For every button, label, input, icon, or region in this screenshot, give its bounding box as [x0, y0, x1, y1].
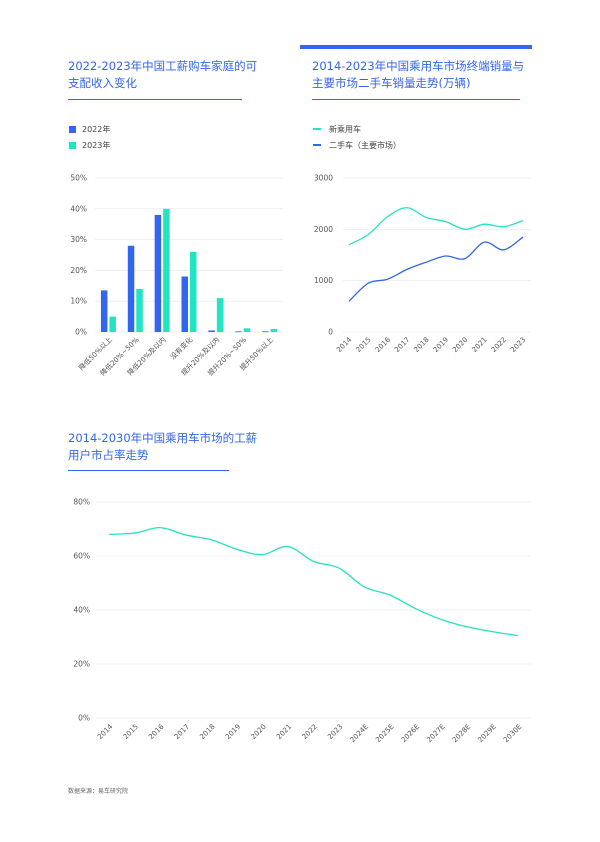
chart2-legend: 新乘用车 二手车（主要市场）: [313, 121, 401, 153]
chart2-y-tick-label: 1000: [314, 276, 333, 285]
legend-label: 新乘用车: [329, 124, 361, 134]
chart3-title-rule: [68, 470, 229, 471]
chart3-y-tick-label: 60%: [73, 552, 90, 561]
chart3-x-tick-label: 2014: [96, 722, 115, 741]
chart3-title: 2014-2030年中国乘用车市场的工薪用户市占率走势: [68, 431, 258, 462]
chart2-x-tick-label: 2021: [470, 336, 488, 354]
chart1-y-tick-label: 0%: [75, 328, 87, 337]
chart2-title-rule: [312, 99, 520, 100]
source-note: 数据来源：易车研究院: [68, 788, 129, 795]
chart1-bar-2022: [262, 331, 269, 333]
chart3-y-tick-label: 0%: [78, 714, 90, 723]
chart2-x-tick-label: 2023: [509, 336, 527, 354]
chart2-x-tick-label: 2015: [354, 336, 372, 354]
legend-label: 2022年: [82, 124, 111, 134]
chart2-y-tick-label: 2000: [314, 225, 333, 234]
chart3-x-tick-label: 2016: [147, 722, 166, 741]
chart3-x-tick-label: 2019: [224, 723, 242, 741]
chart2-series-used-cars-line: [348, 236, 524, 302]
legend-item-2023: 2023年: [69, 137, 110, 153]
chart3-x-tick-label: 2025E: [374, 723, 395, 744]
chart3-series-line: [108, 526, 519, 637]
chart1-y-tick-label: 10%: [70, 297, 87, 306]
chart1-bar-2022: [235, 331, 242, 333]
chart3-x-tick-label: 2024E: [349, 723, 370, 744]
top-accent-bar: [300, 45, 532, 49]
chart2-x-tick-label: 2019: [432, 336, 450, 354]
chart1-bar-2023: [270, 328, 278, 332]
legend-label: 2023年: [82, 140, 111, 150]
chart1-bar-2023: [136, 288, 143, 332]
legend-line-teal: [313, 128, 321, 130]
chart2-x-tick-label: 2017: [393, 336, 411, 354]
chart3-y-tick-label: 20%: [73, 660, 90, 669]
chart2-x-tick-label: 2014: [335, 335, 354, 354]
chart1-y-tick-label: 30%: [70, 235, 87, 244]
chart2-x-tick-label: 2016: [374, 335, 393, 354]
chart2-y-tick-label: 0: [328, 328, 333, 337]
chart3-x-tick-label: 2022: [301, 723, 319, 741]
chart3-x-tick-label: 2015: [122, 723, 140, 741]
chart1-title-rule: [68, 99, 242, 100]
chart3-x-tick-label: 2030E: [502, 723, 523, 744]
chart3-x-tick-label: 2017: [173, 723, 191, 741]
legend-item-new-cars: 新乘用车: [313, 121, 401, 137]
chart1-bar-2023: [163, 208, 170, 332]
chart3-x-tick-label: 2021: [275, 723, 293, 741]
chart1-x-tick-label: 没有变化: [168, 335, 194, 361]
chart3-x-tick-label: 2018: [198, 723, 216, 741]
chart3-x-tick-label: 2027E: [425, 723, 446, 744]
chart1-bar-2022: [127, 245, 135, 332]
chart3-x-tick-label: 2020: [250, 723, 268, 741]
legend-item-used-cars: 二手车（主要市场）: [313, 137, 401, 153]
chart1-bar-2023: [243, 328, 251, 332]
chart3-x-tick-label: 2028E: [451, 723, 472, 744]
legend-line-blue: [313, 144, 321, 146]
chart2-title: 2014-2023年中国乘用车市场终端销量与主要市场二手车销量走势(万辆): [312, 59, 525, 90]
chart2-y-tick-label: 3000: [314, 174, 333, 183]
chart1-title: 2022-2023年中国工薪购车家庭的可支配收入变化: [68, 59, 258, 90]
chart2-x-tick-label: 2020: [451, 336, 469, 354]
chart1-y-tick-label: 20%: [70, 266, 87, 275]
chart1-bar-2022: [208, 330, 215, 332]
chart3-y-tick-label: 80%: [73, 498, 90, 507]
legend-swatch-teal: [69, 141, 76, 149]
chart1-bar-2023: [190, 251, 197, 332]
chart3-y-tick-label: 40%: [73, 606, 90, 615]
chart1-bar-2022: [100, 290, 108, 332]
chart3-x-tick-label: 2023: [326, 723, 344, 741]
chart2-series-new-cars-line: [348, 207, 524, 246]
chart3-x-tick-label: 2029E: [476, 723, 497, 744]
chart3-x-tick-label: 2026E: [400, 723, 421, 744]
legend-item-2022: 2022年: [69, 121, 110, 137]
chart2-x-tick-label: 2018: [412, 336, 430, 354]
chart1-bar-2022: [181, 276, 188, 332]
chart2-x-tick-label: 2022: [490, 336, 508, 354]
chart1-bar-2023: [216, 298, 224, 332]
chart1-legend: 2022年 2023年: [69, 121, 110, 153]
legend-label: 二手车（主要市场）: [329, 140, 401, 150]
chart1-bar-2022: [154, 214, 162, 332]
chart1-bar-2023: [109, 316, 116, 332]
chart1-y-tick-label: 50%: [70, 174, 87, 183]
legend-swatch-blue: [69, 125, 76, 133]
chart1-y-tick-label: 40%: [70, 204, 87, 213]
